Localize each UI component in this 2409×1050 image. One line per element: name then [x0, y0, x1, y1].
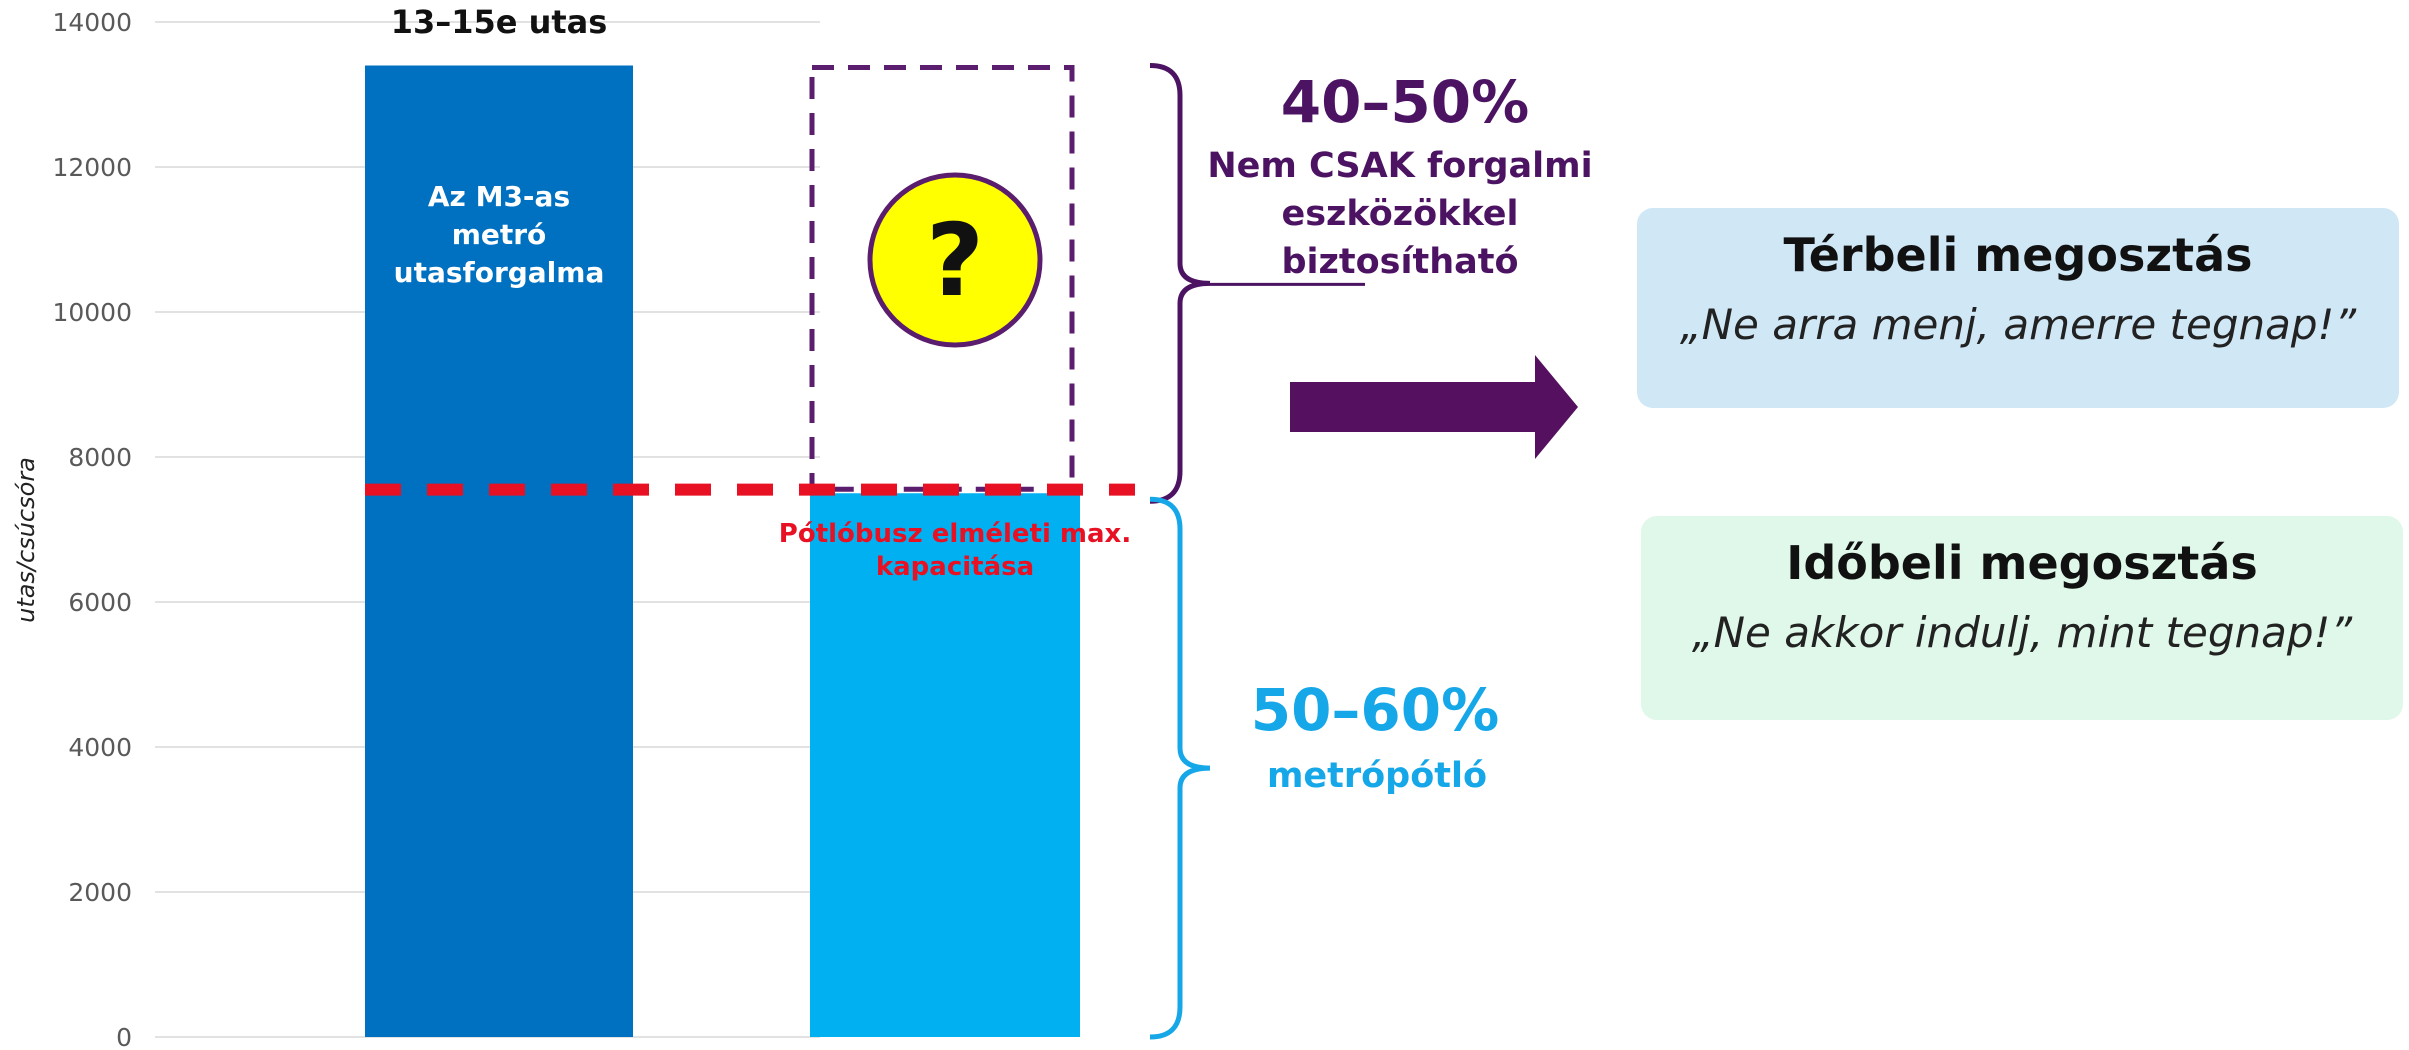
y-tick-label: 10000 [52, 298, 132, 327]
spatial-panel-quote: „Ne arra menj, amerre tegnap!” [1679, 300, 2357, 349]
upper-text-line: Nem CSAK forgalmi [1207, 146, 1592, 186]
lower-percent: 50–60% [1251, 676, 1500, 744]
annotations: 13–15e utas Az M3-as metró utasforgalma ? Pót… [365, 3, 1593, 1040]
question-circle [867, 172, 1043, 348]
y-axis-label: utas/csúcsóra [12, 457, 40, 623]
spatial-panel: Térbeli megosztás „Ne arra menj, amerre … [1637, 208, 2399, 408]
temporal-panel: Időbeli megosztás „Ne akkor indulj, mint… [1641, 516, 2403, 720]
bar-potlo [810, 493, 1080, 1037]
capacity-label: Pótlóbusz elméleti max. [779, 519, 1131, 549]
y-tick-label: 12000 [52, 153, 132, 182]
bar-top-label: 13–15e utas [391, 3, 608, 41]
y-tick-label: 2000 [68, 878, 132, 907]
upper-text-line: biztosítható [1281, 242, 1518, 282]
upper-text-line: eszközökkel [1281, 194, 1518, 234]
y-tick-label: 4000 [68, 733, 132, 762]
question-mark: ? [926, 202, 984, 319]
y-tick-labels: 0 2000 4000 6000 8000 10000 12000 14000 [52, 8, 132, 1050]
bar-inner-label: Az M3-as [428, 180, 570, 213]
bars [365, 65, 1080, 1037]
y-tick-label: 0 [116, 1023, 132, 1050]
bar-metro [365, 65, 633, 1037]
upper-brace [1149, 63, 1211, 504]
lower-brace [1149, 496, 1211, 1040]
y-tick-label: 14000 [52, 8, 132, 37]
y-tick-label: 8000 [68, 443, 132, 472]
capacity-label: kapacitása [876, 552, 1034, 582]
temporal-panel-quote: „Ne akkor indulj, mint tegnap!” [1691, 608, 2353, 657]
temporal-panel-title: Időbeli megosztás [1786, 536, 2258, 590]
y-tick-label: 6000 [68, 588, 132, 617]
bar-inner-label: utasforgalma [394, 256, 605, 289]
spatial-panel-title: Térbeli megosztás [1783, 228, 2253, 282]
upper-percent: 40–50% [1281, 68, 1530, 136]
bar-inner-label: metró [452, 218, 547, 251]
right-arrow [1290, 355, 1578, 459]
lower-text-line: metrópótló [1267, 756, 1487, 796]
